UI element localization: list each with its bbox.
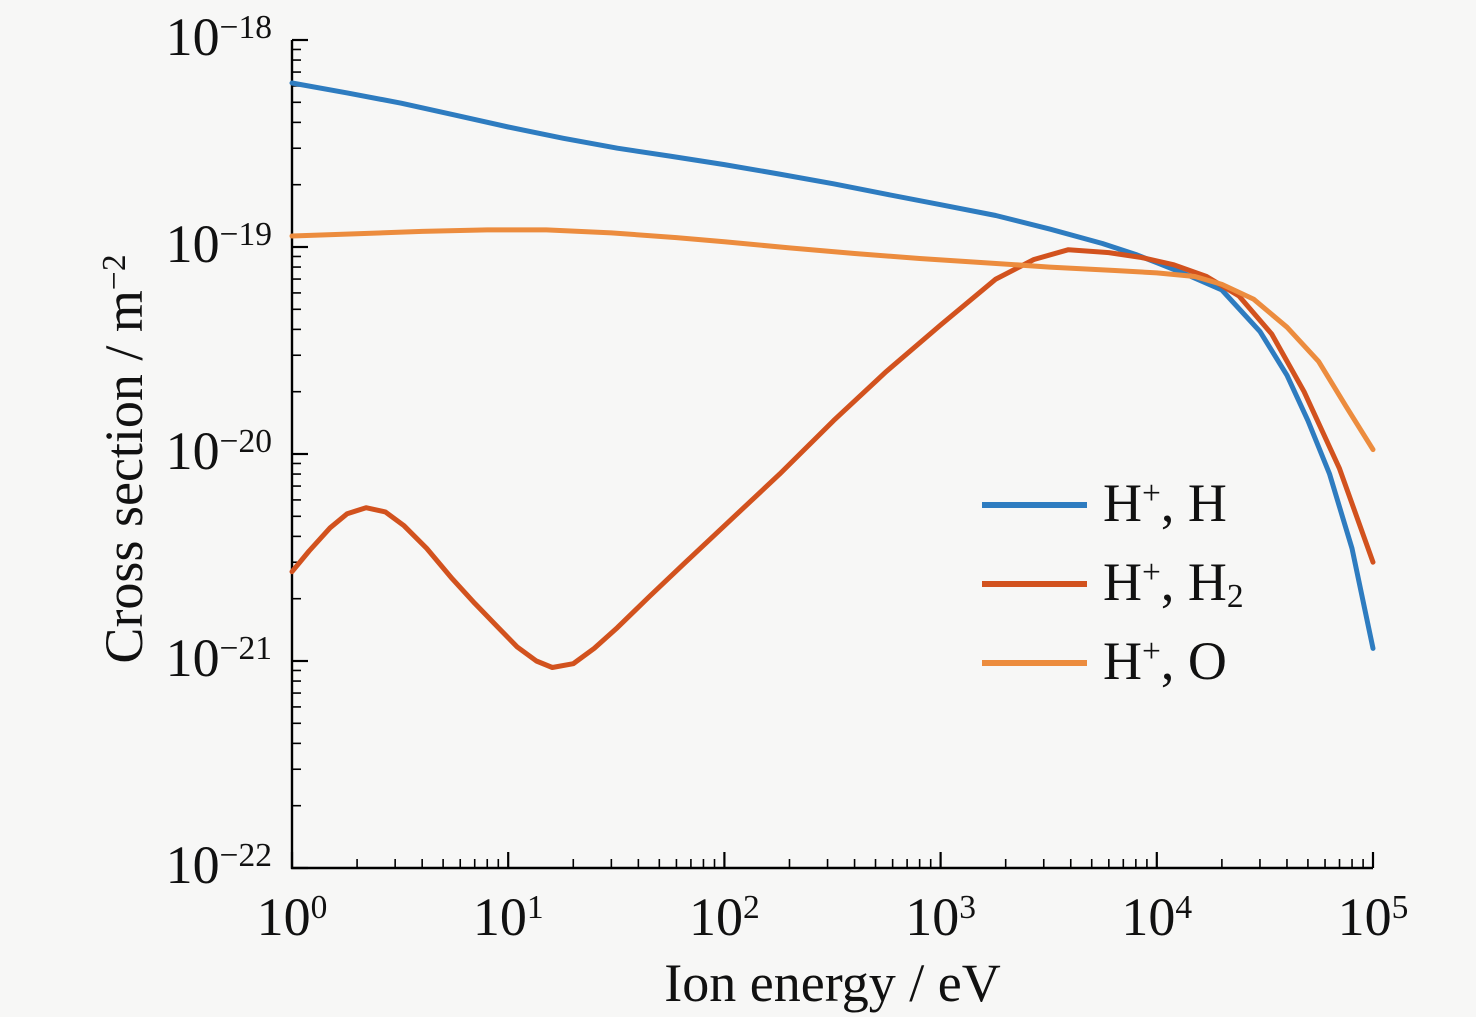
y-tick-label-10^-22: 10−22 [165,835,272,895]
x-tick-label-10^5: 105 [1337,887,1409,947]
x-tick-label-10^3: 103 [905,887,976,947]
legend-label-h-plus-h2: H+, H2 [1103,552,1244,616]
curve-h-plus-h [289,80,1376,651]
x-tick-label-10^1: 101 [472,887,544,947]
legend-label-h-plus-o: H+, O [1103,631,1227,691]
x-axis-title: Ion energy / eV [664,953,1001,1013]
x-tick-label-10^4: 104 [1121,887,1193,947]
y-tick-label-10^-21: 10−21 [165,628,272,688]
x-tick-label-10^0: 100 [256,887,328,947]
y-tick-label-10^-19: 10−19 [165,214,272,274]
legend-label-h-plus-h: H+, H [1103,473,1227,533]
y-tick-label-10^-18: 10−18 [165,7,272,67]
curve-h-plus-o [289,227,1376,453]
curve-h-plus-h2 [289,247,1376,670]
x-tick-label-10^2: 102 [689,887,760,947]
y-tick-label-10^-20: 10−20 [165,421,272,481]
